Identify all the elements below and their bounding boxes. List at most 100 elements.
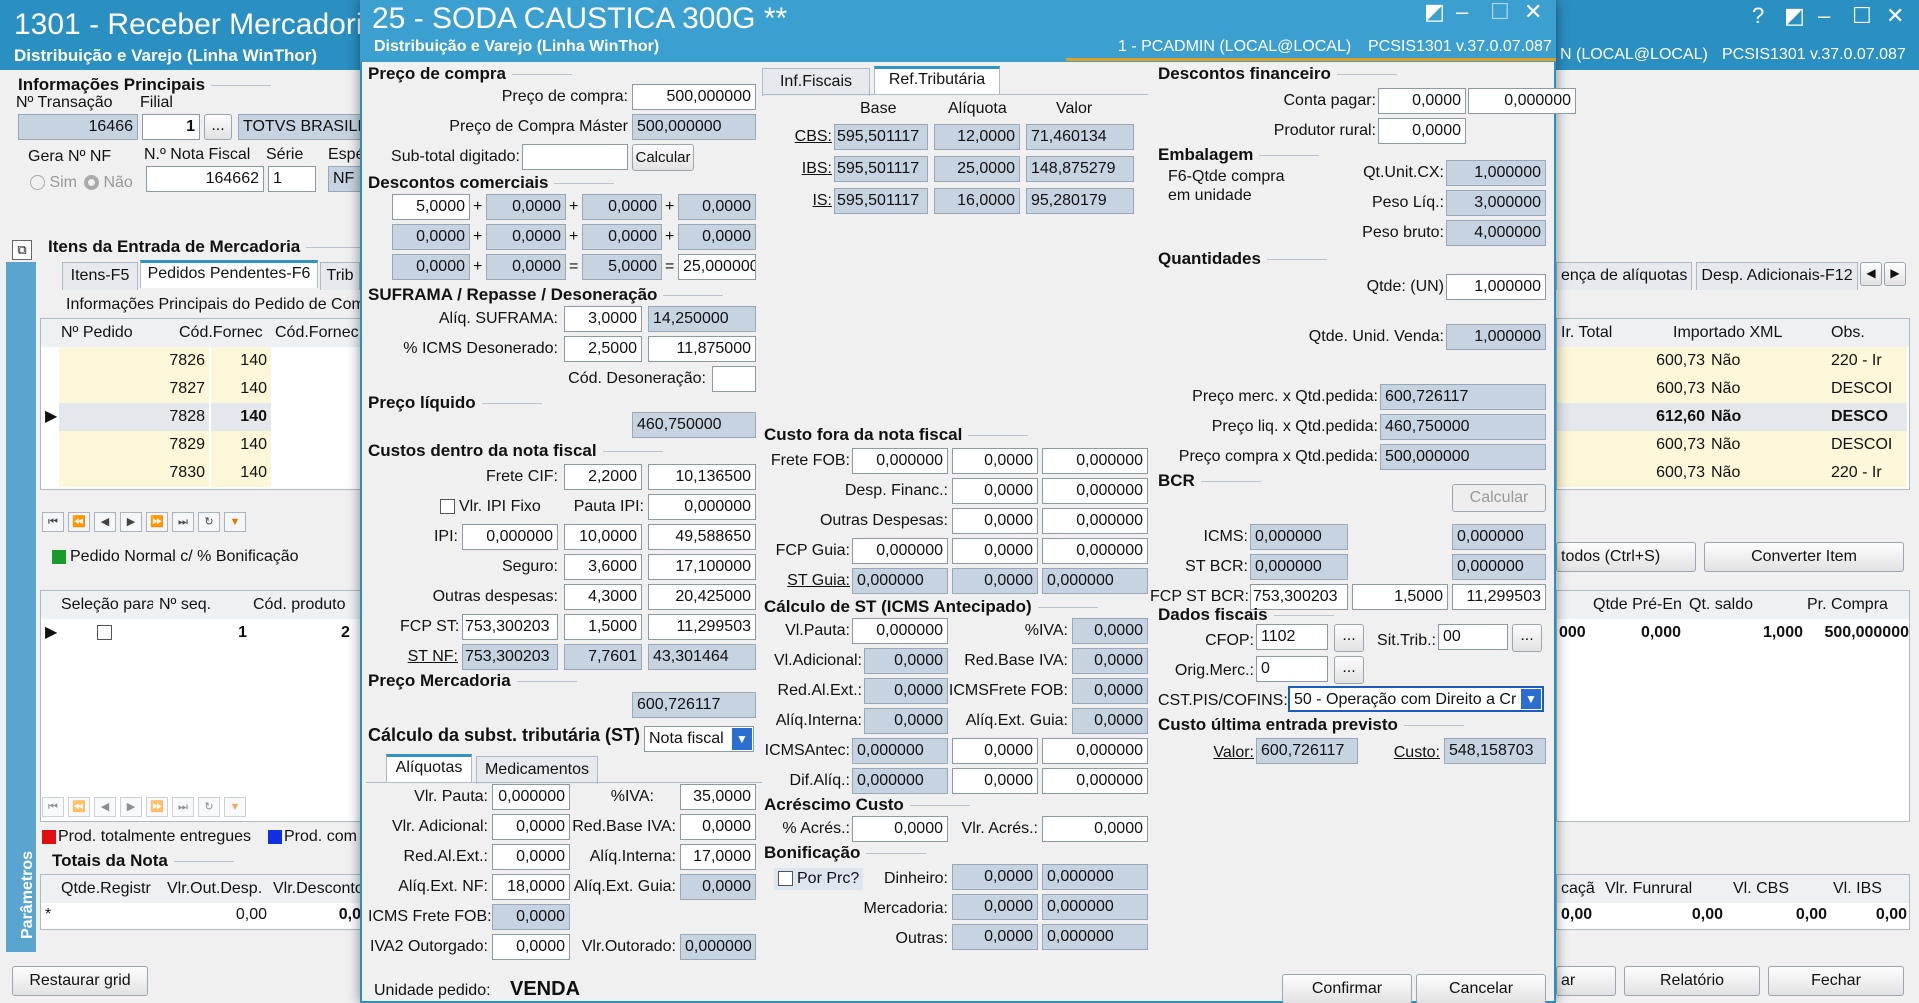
prev-icon[interactable]: ◀ — [94, 797, 116, 817]
fcp-st-c-field[interactable]: 11,299503 — [648, 614, 756, 640]
col-header-outdesp[interactable]: Vlr.Out.Desp. — [167, 880, 263, 897]
val-outras-despesas-field[interactable]: 20,425000 — [648, 584, 756, 610]
table-row[interactable]: 7830 — [59, 459, 209, 487]
dinheiro-b-field[interactable]: 0,0000 — [952, 864, 1038, 890]
col-header-pedido[interactable]: Nº Pedido — [61, 324, 133, 341]
totais-grid-left[interactable]: Qtde.Registr Vlr.Out.Desp. Vlr.Desconto … — [40, 874, 362, 930]
tot-ibs-cell[interactable]: 0,00 — [1875, 906, 1907, 923]
desp-financ-b-field[interactable]: 0,0000 — [952, 478, 1038, 504]
next-page-icon[interactable]: ⏩ — [146, 797, 168, 817]
ipi-c-field[interactable]: 49,588650 — [648, 524, 756, 550]
tab-medicamentos[interactable]: Medicamentos — [476, 756, 598, 784]
converter-item-button[interactable]: Converter Item — [1704, 542, 1904, 572]
bcr-icms-a-field[interactable]: 0,000000 — [1250, 524, 1348, 550]
mercadoria-c-field[interactable]: 0,000000 — [1042, 894, 1148, 920]
peso-bruto-field[interactable]: 4,000000 — [1446, 220, 1546, 246]
peso-liq-field[interactable]: 3,000000 — [1446, 190, 1546, 216]
next-page-icon[interactable]: ⏩ — [146, 512, 168, 532]
desc-field-1-1[interactable]: 5,0000 — [392, 194, 470, 220]
ipi-a-field[interactable]: 0,000000 — [462, 524, 558, 550]
bcr-calcular-button[interactable]: Calcular — [1452, 484, 1546, 512]
tot-desconto-cell[interactable]: 0,0 — [338, 906, 361, 923]
desc-field-2-2[interactable]: 0,0000 — [486, 224, 566, 250]
col-header-funrural[interactable]: Vlr. Funrural — [1605, 880, 1693, 897]
outras-c-field[interactable]: 0,000000 — [1042, 924, 1148, 950]
desc-field-1-4[interactable]: 0,0000 — [678, 194, 756, 220]
st-guia-b-field[interactable]: 0,0000 — [952, 568, 1038, 594]
cfop-field[interactable]: 1102 — [1256, 624, 1328, 650]
ibs-base-field[interactable]: 595,501117 — [834, 156, 928, 182]
tot-caca-cell[interactable]: 0,00 — [1561, 906, 1593, 923]
bcr-st-a-field[interactable]: 0,000000 — [1250, 554, 1348, 580]
pedidos-grid-left[interactable]: Nº Pedido Cód.Fornec Cód.Fornec 7826 140… — [40, 318, 362, 490]
lbl-st-guia[interactable]: ST Guia: — [787, 572, 850, 589]
bg-filial-field[interactable]: 1 — [142, 114, 200, 140]
dialog-close-icon[interactable]: ✕ — [1524, 0, 1543, 24]
tot-outdesp-cell[interactable]: 0,00 — [235, 906, 267, 923]
red-al-ext-field[interactable]: 0,0000 — [492, 844, 570, 870]
restore-icon[interactable]: ⧉ — [12, 240, 32, 260]
col-header-selecao[interactable]: Seleção para — [61, 596, 153, 613]
table-row[interactable]: 600,73 Não DESCOI — [1557, 375, 1907, 403]
sit-trib-field[interactable]: 00 — [1438, 624, 1508, 650]
is-aliquota-field[interactable]: 16,0000 — [934, 188, 1020, 214]
grid-navigator[interactable]: ⏮ ⏪ ◀ ▶ ⏩ ⏭ ↻ ▼ — [42, 512, 250, 532]
dif-aliq-b-field[interactable]: 0,0000 — [952, 768, 1038, 794]
red-al-ext-b-field[interactable]: 0,0000 — [864, 678, 948, 704]
desc-field-1-2[interactable]: 0,0000 — [486, 194, 566, 220]
produtor-rural-field[interactable]: 0,0000 — [1378, 118, 1466, 144]
seguro-field[interactable]: 3,6000 — [564, 554, 642, 580]
cfop-lookup-button[interactable]: ... — [1334, 624, 1364, 652]
iva2-outorgado-field[interactable]: 0,0000 — [492, 934, 570, 960]
col-header-qt-saldo[interactable]: Qt. saldo — [1689, 596, 1754, 613]
filter-icon[interactable]: ▼ — [224, 797, 246, 817]
perc-acres-field[interactable]: 0,0000 — [852, 816, 948, 842]
col-header-caca[interactable]: caçã — [1561, 880, 1595, 897]
refresh-icon[interactable]: ↻ — [198, 797, 220, 817]
pauta-ipi-field[interactable]: 0,000000 — [648, 494, 756, 520]
tab-ref-tributaria[interactable]: Ref.Tributária — [874, 66, 1000, 94]
preco-compra-qtd-field[interactable]: 500,000000 — [1380, 444, 1546, 470]
col-header-codfornec2[interactable]: Cód.Fornec — [275, 324, 359, 341]
orig-merc-lookup-button[interactable]: ... — [1334, 656, 1364, 684]
desc-field-2-1[interactable]: 0,0000 — [392, 224, 470, 250]
relatorio-button[interactable]: Relatório — [1624, 966, 1760, 996]
calcular-button[interactable]: Calcular — [632, 144, 694, 171]
qtde-unid-venda-field[interactable]: 1,000000 — [1446, 324, 1546, 350]
table-row[interactable]: 600,73 Não DESCOI — [1557, 431, 1907, 459]
bg-ar-button[interactable]: ar — [1556, 966, 1616, 996]
cbs-aliquota-field[interactable]: 12,0000 — [934, 124, 1020, 150]
row2-c[interactable]: 1,000 — [1762, 624, 1803, 641]
dif-aliq-a-field[interactable]: 0,000000 — [852, 768, 948, 794]
fcp-st-b-field[interactable]: 1,5000 — [564, 614, 642, 640]
red-base-iva-b-field[interactable]: 0,0000 — [1072, 648, 1148, 674]
cbs-valor-field[interactable]: 71,460134 — [1026, 124, 1134, 150]
frete-fob-a-field[interactable]: 0,000000 — [852, 448, 948, 474]
selection-checkbox[interactable] — [97, 619, 116, 647]
bg-radio-nao[interactable]: Não — [84, 172, 133, 194]
bg-esp-field[interactable]: NF — [328, 166, 362, 192]
ibs-aliquota-field[interactable]: 25,0000 — [934, 156, 1020, 182]
outras-b-field[interactable]: 0,0000 — [952, 924, 1038, 950]
row2-b[interactable]: 0,000 — [1640, 624, 1681, 641]
ipi-b-field[interactable]: 10,0000 — [564, 524, 642, 550]
vl-pauta-field[interactable]: 0,000000 — [852, 618, 948, 644]
bg-radio-sim[interactable]: Sim — [30, 172, 77, 194]
desc-field-3-3[interactable]: 5,0000 — [582, 254, 662, 280]
st-guia-c-field[interactable]: 0,000000 — [1042, 568, 1148, 594]
bg-tab-desp-adic[interactable]: Desp. Adicionais-F12 — [1696, 262, 1858, 290]
bg-tab-pedidos[interactable]: Pedidos Pendentes-F6 — [140, 260, 318, 288]
vl-adicional-field[interactable]: 0,0000 — [864, 648, 948, 674]
table-row[interactable]: 7829 — [59, 431, 209, 459]
lbl-st-nf[interactable]: ST NF: — [407, 648, 458, 665]
preco-master-field[interactable]: 500,000000 — [632, 114, 756, 140]
col-header-desconto[interactable]: Vlr.Desconto — [273, 880, 361, 897]
desp-financ-c-field[interactable]: 0,000000 — [1042, 478, 1148, 504]
last-icon[interactable]: ⏭ — [172, 797, 194, 817]
restaurar-grid-button[interactable]: Restaurar grid — [12, 966, 148, 996]
fcp-guia-c-field[interactable]: 0,000000 — [1042, 538, 1148, 564]
chevron-down-icon[interactable]: ▼ — [732, 728, 752, 750]
col-header-qtde-pre[interactable]: Qtde Pré-En — [1593, 596, 1682, 613]
chevron-down-icon[interactable]: ▼ — [1521, 689, 1541, 709]
filter-icon[interactable]: ▼ — [224, 512, 246, 532]
